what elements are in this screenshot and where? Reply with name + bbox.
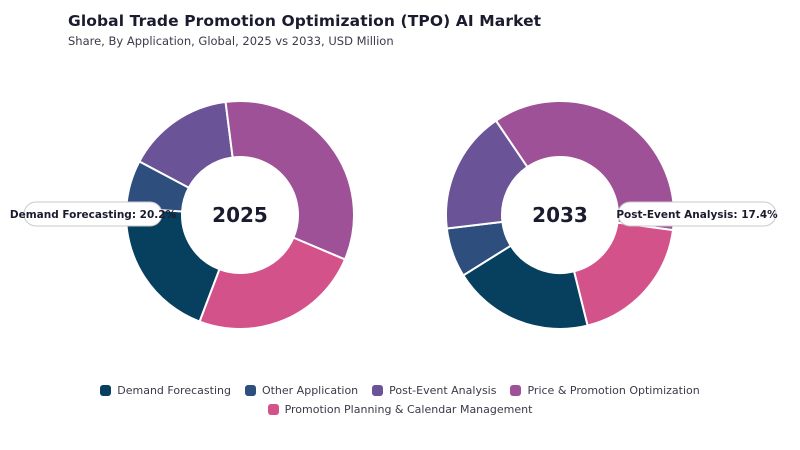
legend-label: Promotion Planning & Calendar Management — [284, 403, 533, 416]
legend-label: Other Application — [261, 384, 359, 397]
slice-2025-promotion-planning-calendar-management — [198, 236, 347, 330]
slice-2025-price-promotion-optimization — [224, 100, 355, 261]
center-label-2033: 2033 — [532, 203, 588, 227]
legend-label: Price & Promotion Optimization — [527, 384, 700, 397]
callout-box-2033 — [617, 201, 777, 227]
legend: Demand Forecasting Other Application Pos… — [100, 384, 700, 416]
legend-item-post-event-analysis: Post-Event Analysis — [372, 384, 496, 397]
legend-swatch — [510, 385, 522, 396]
legend-item-promotion-planning-calendar-management: Promotion Planning & Calendar Management — [267, 403, 533, 416]
slice-2033-post-event-analysis — [445, 119, 529, 230]
center-label-2025: 2025 — [212, 203, 268, 227]
callout-label-2033: Post-Event Analysis: 17.4% — [616, 209, 778, 221]
slice-2033-promotion-planning-calendar-management — [572, 221, 675, 327]
legend-item-price-promotion-optimization: Price & Promotion Optimization — [510, 384, 700, 397]
legend-label: Post-Event Analysis — [389, 384, 497, 397]
chart-title: Global Trade Promotion Optimization (TPO… — [68, 12, 542, 30]
donut-2025: 2025 Demand Forecasting: 20.2% — [10, 100, 355, 330]
chart-subtitle: Share, By Application, Global, 2025 vs 2… — [68, 34, 394, 48]
legend-swatch — [372, 385, 384, 396]
legend-item-other-application: Other Application — [244, 384, 359, 397]
legend-label: Demand Forecasting — [117, 384, 231, 397]
callout-label-2025: Demand Forecasting: 20.2% — [10, 209, 177, 221]
donut-2033: 2033 Post-Event Analysis: 17.4% — [445, 100, 778, 330]
legend-item-demand-forecasting: Demand Forecasting — [100, 384, 231, 397]
legend-swatch — [244, 385, 256, 396]
legend-swatch — [100, 385, 112, 396]
callout-box-2025 — [23, 201, 163, 227]
slice-2025-other-application — [125, 160, 191, 213]
legend-swatch — [267, 404, 279, 415]
slice-2033-demand-forecasting — [461, 244, 589, 330]
